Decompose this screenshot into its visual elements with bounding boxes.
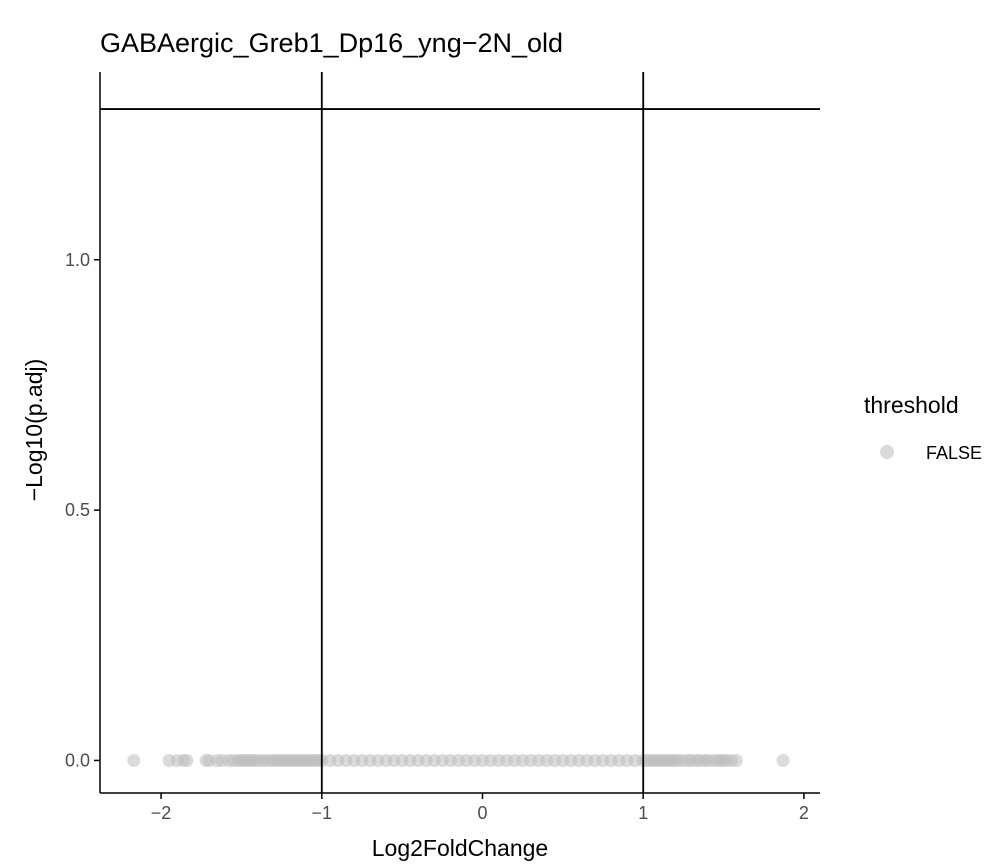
x-tick-label: −2	[151, 803, 172, 823]
legend: threshold FALSE	[864, 392, 982, 463]
legend-key-false	[880, 445, 894, 459]
legend-title: threshold	[864, 392, 959, 418]
data-point	[729, 754, 743, 767]
chart-title: GABAergic_Greb1_Dp16_yng−2N_old	[100, 28, 563, 58]
x-tick-label: 1	[638, 803, 648, 823]
y-axis-title: −Log10(p.adj)	[21, 359, 47, 502]
x-axis-title: Log2FoldChange	[372, 835, 548, 861]
data-point	[776, 754, 790, 767]
y-axis-ticks: 0.0 0.5 1.0	[65, 250, 100, 770]
x-tick-label: 2	[799, 803, 809, 823]
points-layer	[127, 754, 790, 767]
data-point	[127, 754, 141, 767]
legend-label-false: FALSE	[926, 443, 982, 463]
y-tick-label: 0.0	[65, 750, 90, 770]
y-tick-label: 0.5	[65, 500, 90, 520]
x-tick-label: −1	[312, 803, 333, 823]
reference-lines	[100, 72, 820, 793]
y-tick-label: 1.0	[65, 250, 90, 270]
x-axis-ticks: −2 −1 0 1 2	[151, 793, 809, 823]
x-tick-label: 0	[477, 803, 487, 823]
data-point	[180, 754, 194, 767]
